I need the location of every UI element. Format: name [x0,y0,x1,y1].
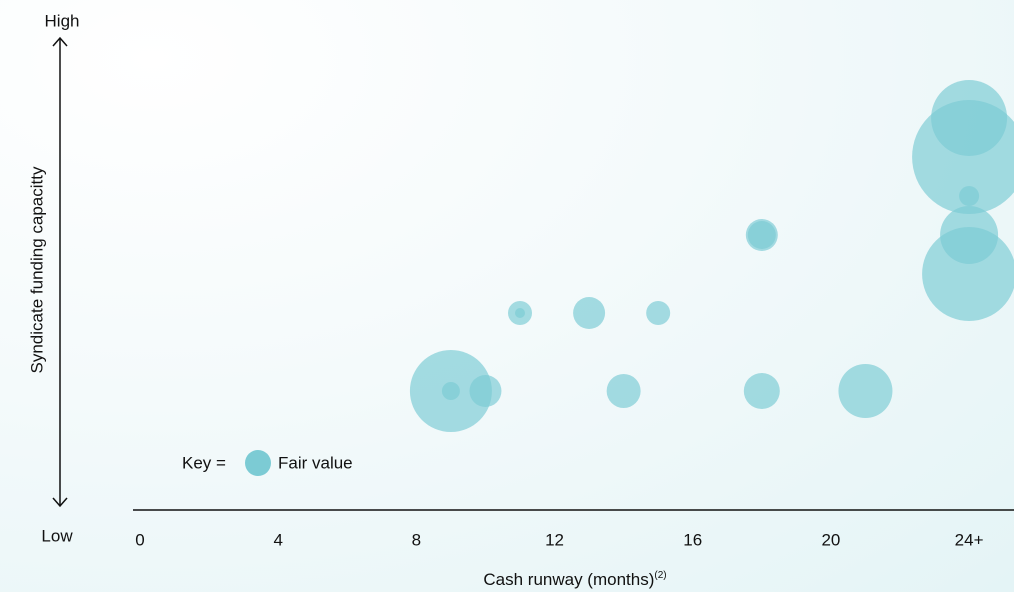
x-axis-label: Cash runway (months)(2) [483,570,666,590]
x-axis-label-note: (2) [654,570,666,581]
bubble [959,186,980,206]
bubble [922,227,1014,321]
x-tick-label: 4 [273,530,282,549]
bubble [838,364,893,418]
y-high-label: High [45,11,80,30]
x-tick-label: 12 [545,530,564,549]
legend-swatch [245,450,271,476]
bubble [646,301,671,325]
bubble [573,297,606,329]
key-label: Key = [182,453,226,472]
bubble [441,382,460,400]
bubble [743,373,780,409]
arrowhead [52,36,68,47]
x-tick-label: 0 [135,530,144,549]
arrowhead [52,497,68,508]
x-tick-label: 24+ [955,530,984,549]
bubble [469,375,502,407]
y-low-label: Low [41,526,73,545]
bubble [515,308,525,318]
bubble [747,221,776,249]
bubble [912,100,1014,214]
x-axis-label-text: Cash runway (months) [483,570,654,589]
x-tick-label: 16 [683,530,702,549]
x-tick-label: 20 [821,530,840,549]
y-axis-label: Syndicate funding capacitty [27,166,46,373]
x-tick-label: 8 [412,530,421,549]
legend-label: Fair value [278,453,353,472]
bubble [606,374,641,408]
